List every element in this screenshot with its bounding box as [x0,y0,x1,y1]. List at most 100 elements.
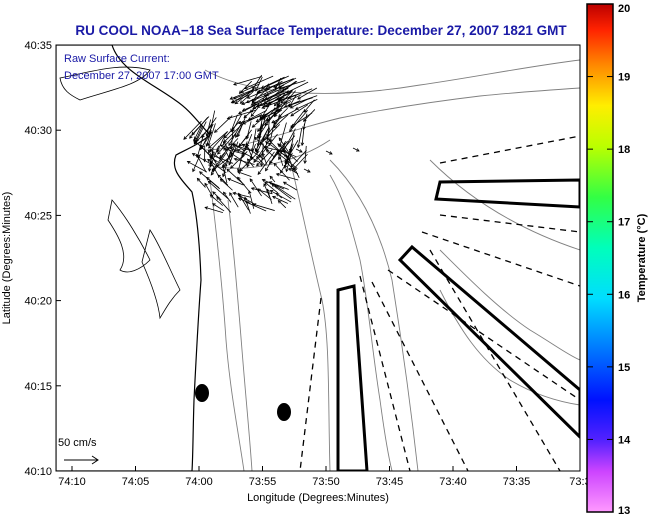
current-vector [254,137,269,151]
current-vector [217,132,237,155]
current-vector-head [289,105,294,109]
current-vector [276,92,286,106]
current-vector-head [196,177,201,182]
current-vector [237,115,247,137]
current-vector-head [266,137,270,141]
current-vector-head [227,177,231,182]
x-tick-label: 73:55 [249,476,277,488]
current-vector-head [237,111,242,115]
current-vector [209,194,223,206]
current-vector [225,148,246,155]
current-vector-head [207,168,212,172]
colorbar-tick-label: 16 [618,289,630,301]
current-vector [193,139,213,158]
current-vector-head [278,137,283,141]
current-vector [290,104,309,117]
current-vector-head [276,152,281,156]
current-vector [280,152,288,157]
current-vector-head [254,136,258,141]
current-vector [248,110,267,121]
current-vector [250,157,260,163]
current-vector [209,160,219,176]
current-vector-head [208,149,212,154]
current-vector [248,190,255,209]
current-vector-head [262,137,267,142]
current-vector-head [223,134,228,139]
y-axis-ticks: 40:35 40:30 40:25 40:20 40:15 40:10 [24,40,61,478]
current-vector-head [265,167,269,172]
current-vector [251,90,266,104]
current-vector [269,176,276,183]
current-vector [261,97,290,109]
current-vector [267,189,273,205]
current-vector [220,144,239,152]
current-vector-head [229,152,234,156]
current-vector-head [209,156,213,160]
marker-oval-west [195,384,209,402]
colorbar-tick-label: 18 [618,144,630,156]
current-vector [277,143,298,162]
current-vector [283,150,297,158]
current-vector-head [264,181,268,186]
current-vector-head [237,197,242,201]
current-vector-head [257,188,262,192]
current-label-line1: Raw Surface Current: [64,53,170,65]
current-vector [251,95,268,106]
current-vector [209,131,229,152]
current-vector [227,178,244,186]
current-vector [241,95,265,105]
current-vector-head [226,168,231,173]
current-vector-field [183,74,360,214]
current-vector-head [303,160,307,165]
current-vector-head [261,152,266,157]
current-vector-head [267,142,272,147]
current-vector-head [196,153,200,158]
current-vector-head [277,143,281,147]
current-vector [257,188,272,201]
inland-water-1 [59,66,151,101]
current-vector [270,190,292,203]
current-vector-head [236,168,241,173]
current-vector [255,133,262,152]
current-vector-head [280,99,285,104]
current-vector [245,201,267,212]
current-vector-head [191,153,196,157]
current-vector [211,154,234,164]
current-vector [278,137,290,154]
current-vector-head [249,157,254,161]
current-vector-head [283,104,288,108]
current-vector-head [288,148,293,153]
current-vector-head [230,165,234,169]
current-vector [207,123,216,146]
current-vector-head [294,106,299,110]
current-vector-head [228,161,232,166]
current-vector [214,115,233,133]
current-vector [273,114,289,128]
current-vector-head [302,126,306,131]
current-vector-head [277,199,282,204]
current-vector-head [201,134,205,139]
x-axis-ticks: 74:10 74:05 74:00 73:55 73:50 73:45 73:40 73:35… [58,466,591,488]
current-vector [208,180,229,200]
temperature-colorbar: 20 19 18 17 16 15 14 13 Temperature (°C) [586,3,648,517]
current-vector-head [303,108,308,113]
current-vector-head [211,168,215,173]
current-vector [262,116,281,141]
current-vector [217,174,229,186]
current-vector-head [269,175,274,180]
current-vector [278,200,287,209]
current-vector [242,98,270,112]
current-vector [279,122,287,147]
current-vector [253,203,275,211]
current-vector-head [253,159,257,164]
current-vector-head [259,163,264,167]
current-vector [222,165,228,184]
current-vector-head [263,88,268,92]
current-vector [256,129,269,154]
current-vector [233,76,262,86]
current-vector-head [204,206,209,210]
current-vector-head [297,96,301,100]
current-vector [274,185,296,200]
current-vector-head [264,96,268,101]
current-vector-head [241,101,245,106]
